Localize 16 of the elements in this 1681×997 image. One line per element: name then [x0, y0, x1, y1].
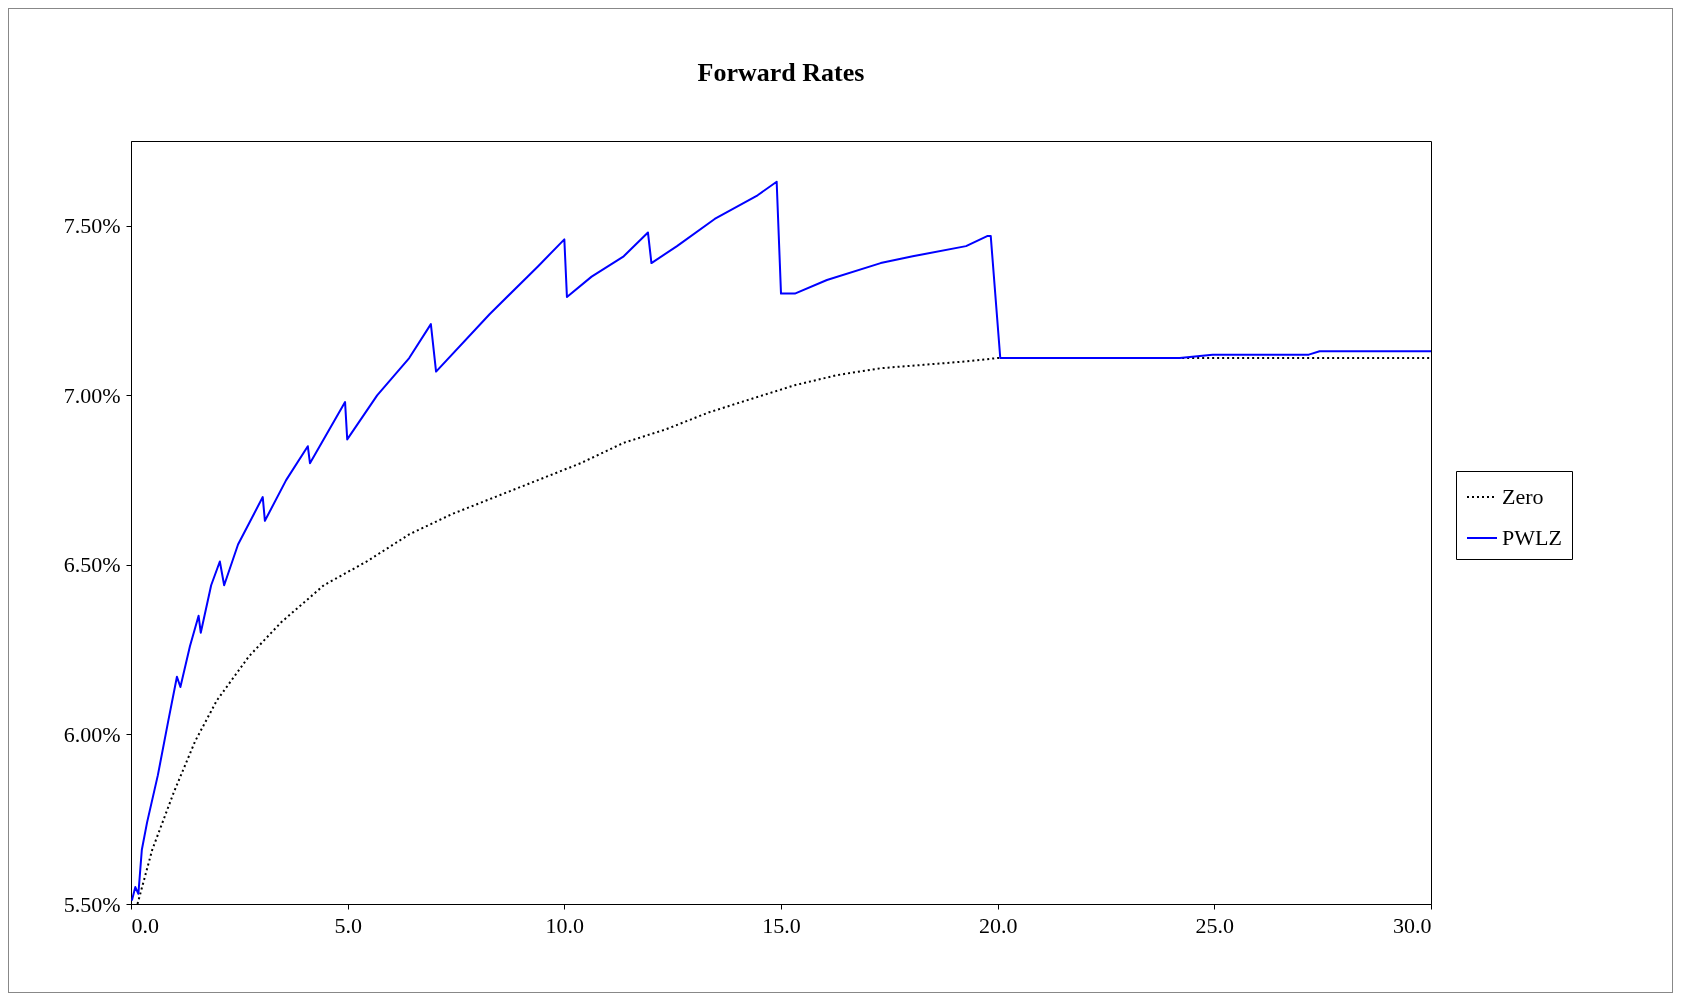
x-tick-label: 20.0	[978, 912, 1018, 938]
chart-title: Forward Rates	[697, 58, 865, 87]
y-tick-label: 5.50%	[63, 891, 121, 917]
y-tick-label: 6.00%	[63, 721, 121, 747]
legend-label: Zero	[1502, 484, 1544, 509]
y-tick-label: 7.00%	[63, 382, 121, 408]
x-tick-label: 30.0	[1393, 912, 1432, 938]
x-tick-label: 5.0	[334, 912, 362, 938]
x-tick-label: 15.0	[762, 912, 801, 938]
y-tick-label: 7.50%	[63, 213, 121, 239]
x-tick-label: 10.0	[545, 912, 585, 938]
x-tick-label: 0.0	[131, 912, 159, 938]
line-series	[131, 180, 1431, 902]
legend-label: PWLZ	[1502, 525, 1562, 550]
x-tick-label: 25.0	[1195, 912, 1235, 938]
y-tick-label: 6.50%	[63, 552, 121, 578]
